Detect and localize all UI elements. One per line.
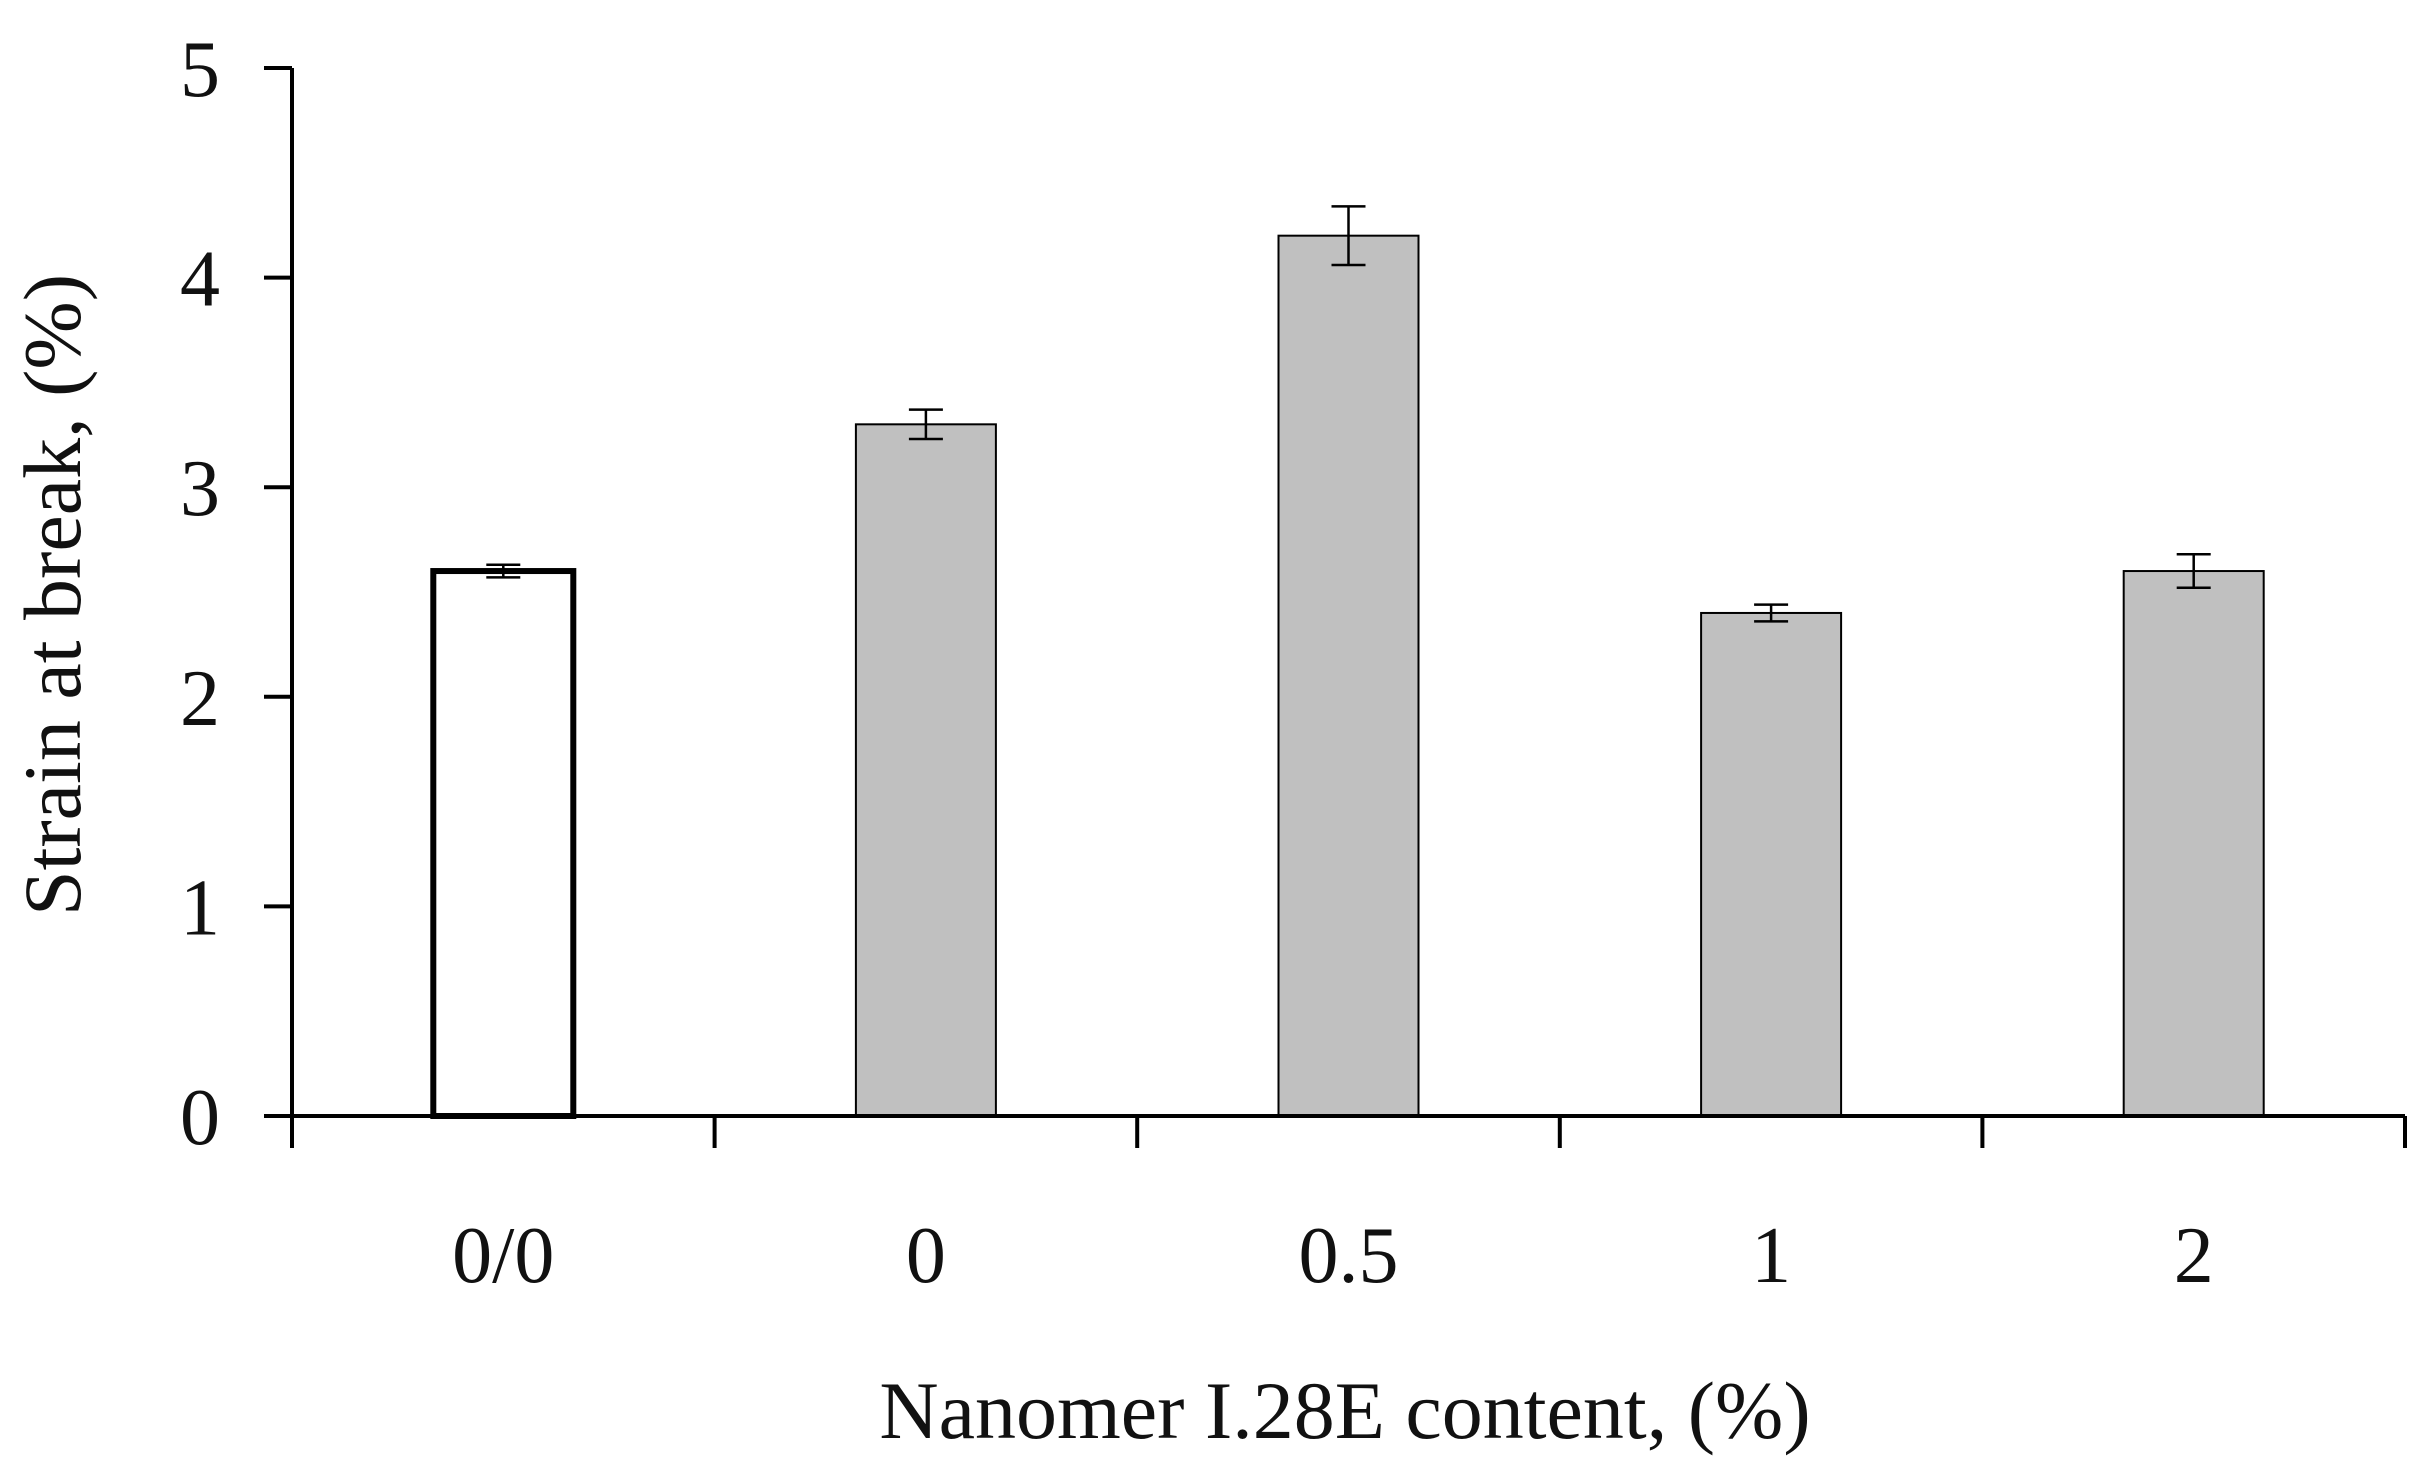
y-tick-label-1: 1 xyxy=(180,864,220,952)
bar-1 xyxy=(854,423,997,1117)
bar-2 xyxy=(1277,234,1420,1117)
x-tick-label-4: 2 xyxy=(2174,1212,2214,1300)
x-tick-label-3: 1 xyxy=(1751,1212,1791,1300)
y-tick-label-4: 4 xyxy=(180,236,220,324)
y-tick-label-3: 3 xyxy=(180,445,220,533)
y-tick-label-0: 0 xyxy=(180,1074,220,1162)
x-axis-title: Nanomer I.28E content, (%) xyxy=(879,1365,1810,1456)
plot-area: 0/0 0 0.5 1 2 0 1 2 3 4 5 xyxy=(180,26,2407,1300)
x-tick-label-1: 0 xyxy=(906,1212,946,1300)
y-tick-label-2: 2 xyxy=(180,655,220,743)
y-tick-label-5: 5 xyxy=(180,26,220,114)
x-tick-label-2: 0.5 xyxy=(1299,1212,1399,1300)
bar-0 xyxy=(430,568,577,1119)
x-tick-label-0: 0/0 xyxy=(452,1212,554,1300)
bar-4 xyxy=(2122,570,2265,1117)
bar-3 xyxy=(1700,611,1843,1118)
y-axis-title: Strain at break, (%) xyxy=(7,274,98,916)
